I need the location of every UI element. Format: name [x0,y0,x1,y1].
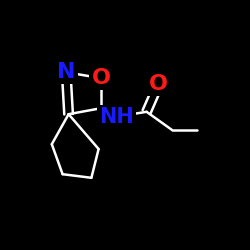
Text: O: O [149,74,168,94]
Text: O: O [92,68,110,88]
Text: NH: NH [99,106,134,126]
Text: N: N [57,62,76,82]
